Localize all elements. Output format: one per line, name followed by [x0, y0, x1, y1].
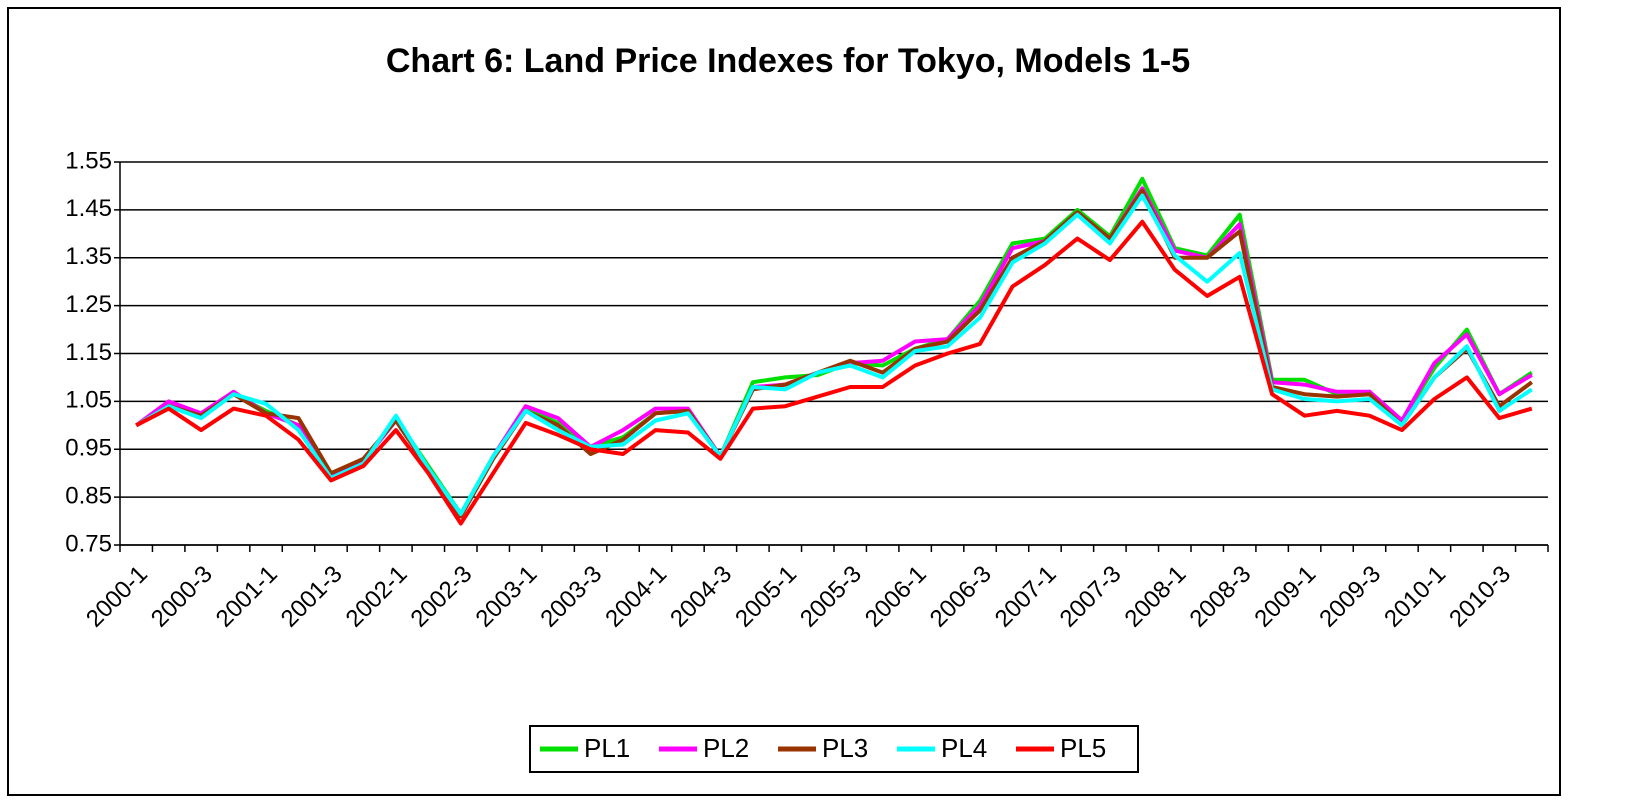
- series-line: [135, 193, 1533, 516]
- y-tick-label: 0.75: [65, 530, 112, 557]
- legend-label: PL2: [703, 733, 749, 763]
- y-tick-label: 1.25: [65, 291, 112, 318]
- y-tick-label: 0.95: [65, 435, 112, 462]
- y-tick-label: 1.45: [65, 195, 112, 222]
- legend-label: PL1: [584, 733, 630, 763]
- y-tick-label: 1.15: [65, 339, 112, 366]
- y-tick-label: 1.05: [65, 387, 112, 414]
- y-tick-label: 0.85: [65, 482, 112, 509]
- legend-label: PL3: [822, 733, 868, 763]
- chart-title: Chart 6: Land Price Indexes for Tokyo, M…: [386, 42, 1190, 80]
- series-line: [135, 219, 1533, 526]
- legend-label: PL4: [941, 733, 987, 763]
- y-tick-label: 1.35: [65, 243, 112, 270]
- legend-label: PL5: [1060, 733, 1106, 763]
- y-tick-label: 1.55: [65, 147, 112, 174]
